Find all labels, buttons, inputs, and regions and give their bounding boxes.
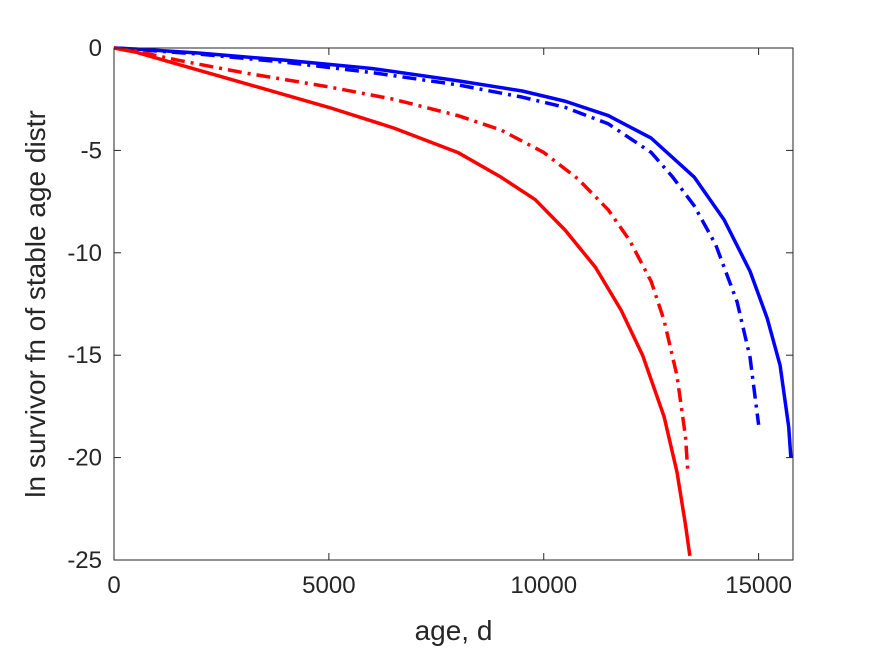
- x-tick-label: 15000: [725, 572, 792, 599]
- y-tick-label: -10: [67, 240, 102, 267]
- x-tick-label: 10000: [510, 572, 577, 599]
- y-tick-label: -25: [67, 547, 102, 574]
- series-line-3: [113, 46, 690, 471]
- y-tick-label: -20: [67, 445, 102, 472]
- x-tick-label: 5000: [302, 572, 355, 599]
- y-tick-label: -5: [81, 137, 102, 164]
- series-line-4: [113, 46, 692, 557]
- plot-frame: [113, 47, 794, 561]
- series-line-2: [113, 46, 761, 426]
- y-tick-label: 0: [89, 35, 102, 62]
- x-axis-label: age, d: [415, 615, 493, 646]
- y-axis-label: ln survivor fn of stable age distr: [20, 110, 51, 498]
- plot-background: [114, 48, 793, 560]
- x-tick-label: 0: [107, 572, 120, 599]
- series-line-1: [113, 46, 793, 458]
- y-tick-label: -15: [67, 342, 102, 369]
- axes-layer: 0 5000 10000 15000 0 -5 -10 -15 -20 -25: [67, 35, 794, 599]
- series-layer: [113, 46, 793, 557]
